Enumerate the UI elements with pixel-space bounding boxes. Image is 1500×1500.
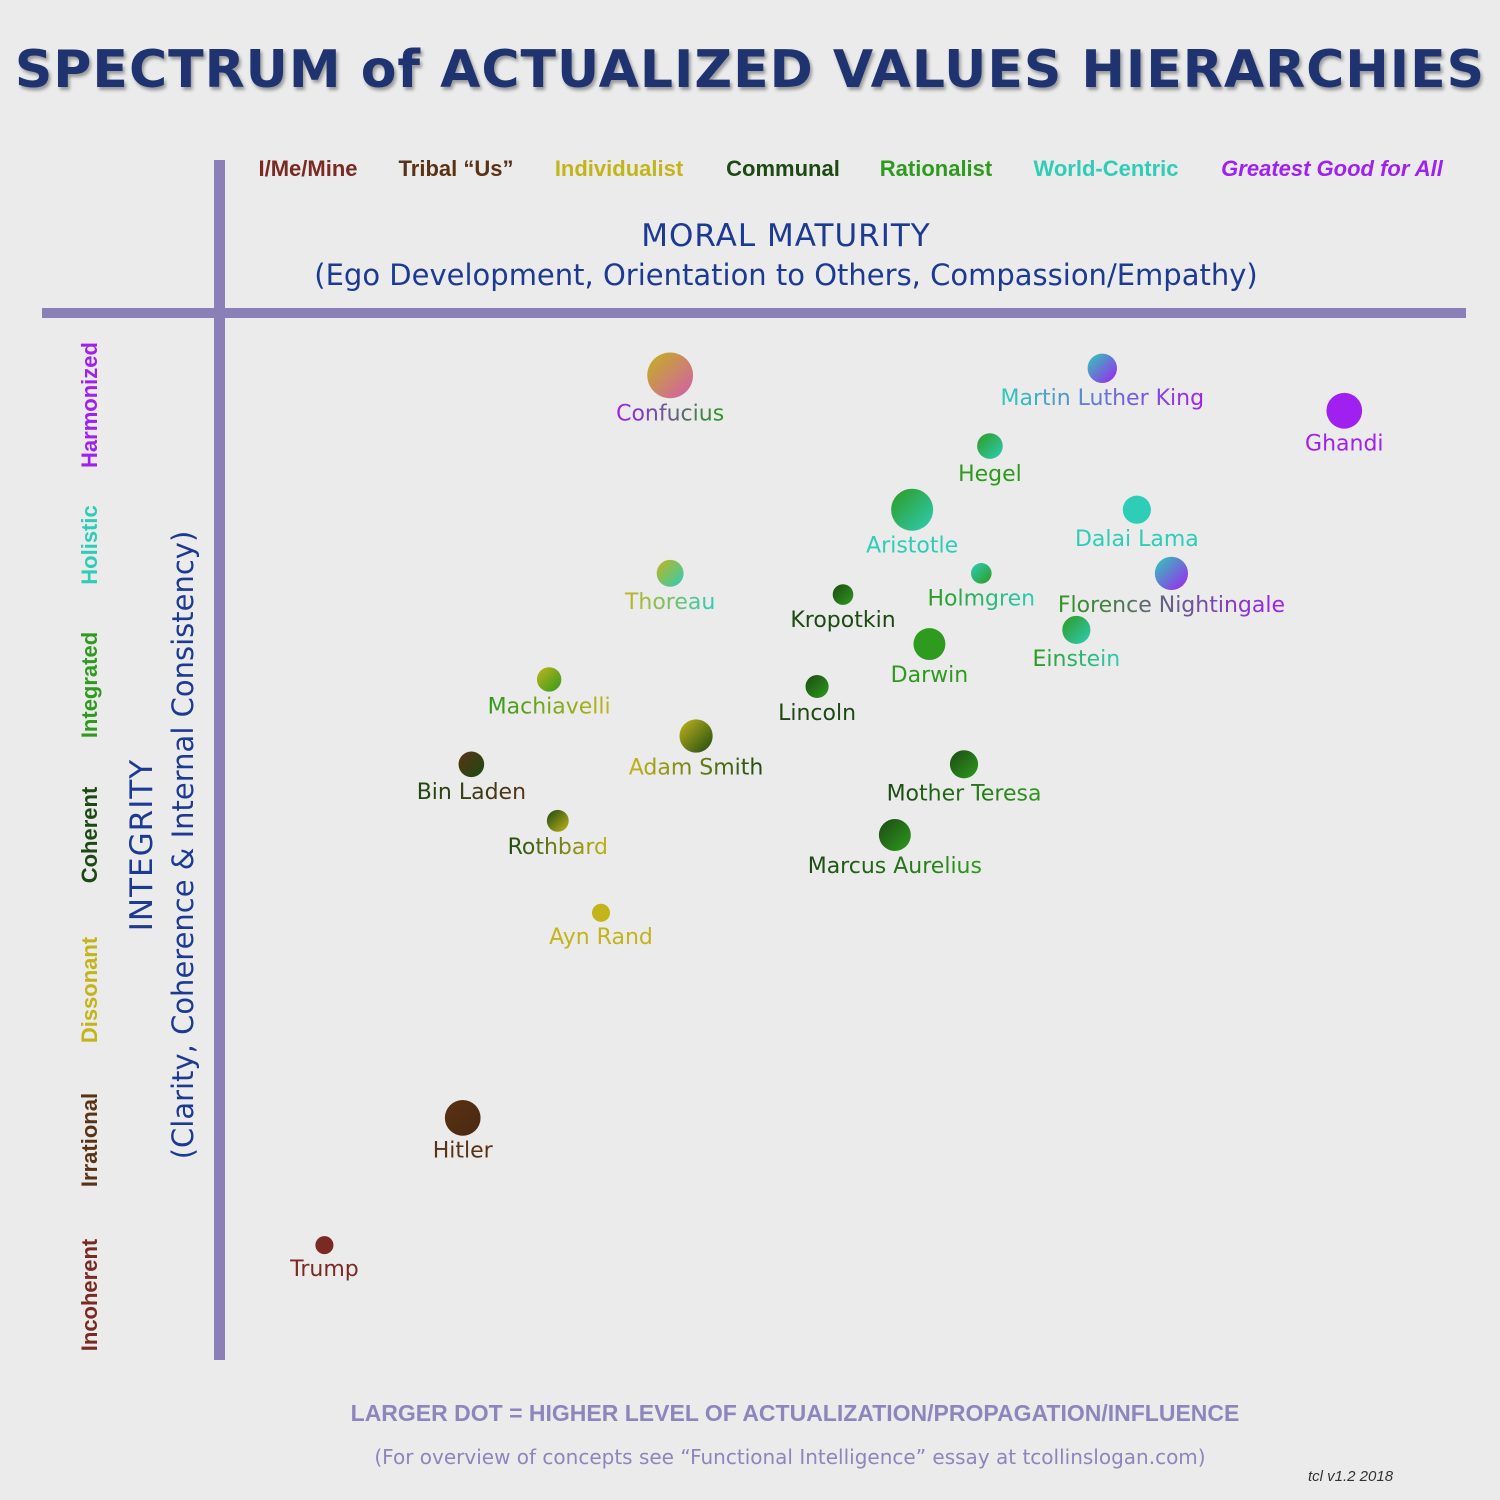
- label-thoreau: Thoreau: [624, 590, 715, 615]
- label-trump: Trump: [289, 1257, 359, 1282]
- label-machiavelli: Machiavelli: [488, 695, 611, 720]
- x-category-world-centric: World-Centric: [1033, 156, 1179, 181]
- x-category-communal: Communal: [726, 156, 840, 181]
- label-dalai-lama: Dalai Lama: [1075, 527, 1199, 552]
- point-hitler: [444, 1099, 481, 1136]
- x-category-greatest-good-for-all: Greatest Good for All: [1221, 156, 1443, 181]
- label-adam-smith: Adam Smith: [629, 756, 764, 781]
- label-darwin: Darwin: [891, 663, 969, 688]
- point-ghandi: [1326, 392, 1363, 429]
- point-einstein: [1062, 615, 1091, 645]
- label-hitler: Hitler: [433, 1139, 494, 1164]
- point-darwin: [913, 628, 946, 661]
- label-confucius: Confucius: [616, 401, 724, 426]
- point-holmgren: [970, 563, 992, 584]
- x-category-i-me-mine: I/Me/Mine: [258, 156, 358, 181]
- label-florence-nightingale: Florence Nightingale: [1058, 593, 1285, 618]
- point-rothbard: [546, 809, 569, 832]
- x-category-labels: I/Me/Mine Tribal “Us” Individualist Communa…: [226, 156, 1466, 190]
- point-kropotkin: [832, 584, 854, 605]
- point-florence-nightingale: [1154, 556, 1189, 590]
- label-holmgren: Holmgren: [928, 587, 1036, 612]
- point-adam-smith: [679, 719, 713, 753]
- reference-note: (For overview of concepts see “Functiona…: [374, 1445, 1206, 1469]
- label-einstein: Einstein: [1033, 647, 1121, 672]
- version-note: tcl v1.2 2018: [1308, 1468, 1394, 1485]
- label-martin-luther-king: Martin Luther King: [1000, 386, 1204, 411]
- point-confucius: [647, 352, 694, 399]
- point-dalai-lama: [1122, 495, 1151, 524]
- point-bin-laden: [458, 751, 485, 778]
- x-axis-title: MORAL MATURITY: [641, 218, 931, 254]
- x-axis-subtitle: (Ego Development, Orientation to Others,…: [314, 258, 1258, 292]
- x-axis-line: [42, 308, 1466, 318]
- point-aristotle: [891, 488, 934, 531]
- label-hegel: Hegel: [958, 462, 1022, 487]
- point-hegel: [977, 433, 1003, 459]
- label-rothbard: Rothbard: [508, 835, 608, 860]
- x-category-tribal-us: Tribal “Us”: [398, 156, 514, 181]
- label-kropotkin: Kropotkin: [790, 608, 895, 633]
- x-category-individualist: Individualist: [554, 156, 684, 181]
- legend-note: LARGER DOT = HIGHER LEVEL OF ACTUALIZATI…: [350, 1400, 1240, 1426]
- label-ayn-rand: Ayn Rand: [549, 925, 653, 950]
- x-category-rationalist: Rationalist: [879, 156, 993, 181]
- point-lincoln: [805, 674, 829, 699]
- point-ayn-rand: [591, 903, 611, 922]
- chart-title: SPECTRUM of ACTUALIZED VALUES HIERARCHIE…: [14, 40, 1486, 100]
- y-axis-line: [214, 160, 225, 1360]
- point-martin-luther-king: [1087, 353, 1117, 383]
- point-mother-teresa: [949, 750, 979, 779]
- point-trump: [315, 1236, 334, 1255]
- point-thoreau: [656, 559, 684, 587]
- point-marcus-aurelius: [878, 819, 911, 851]
- label-lincoln: Lincoln: [778, 701, 856, 726]
- label-aristotle: Aristotle: [866, 534, 958, 559]
- label-marcus-aurelius: Marcus Aurelius: [808, 854, 982, 879]
- point-machiavelli: [536, 667, 562, 692]
- label-ghandi: Ghandi: [1305, 432, 1384, 457]
- label-mother-teresa: Mother Teresa: [887, 781, 1042, 806]
- label-bin-laden: Bin Laden: [417, 780, 526, 805]
